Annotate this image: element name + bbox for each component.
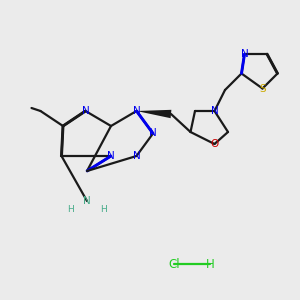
Text: H: H [100,206,107,214]
Text: Cl: Cl [168,257,180,271]
Text: N: N [133,151,140,161]
Text: N: N [241,49,248,59]
Text: N: N [83,196,91,206]
Text: N: N [82,106,89,116]
Text: H: H [67,206,74,214]
Text: N: N [107,151,115,161]
Text: S: S [259,83,266,94]
Text: N: N [133,106,140,116]
Text: O: O [210,139,219,149]
Text: H: H [206,257,214,271]
Polygon shape [136,110,171,118]
Text: N: N [149,128,157,139]
Text: N: N [211,106,218,116]
